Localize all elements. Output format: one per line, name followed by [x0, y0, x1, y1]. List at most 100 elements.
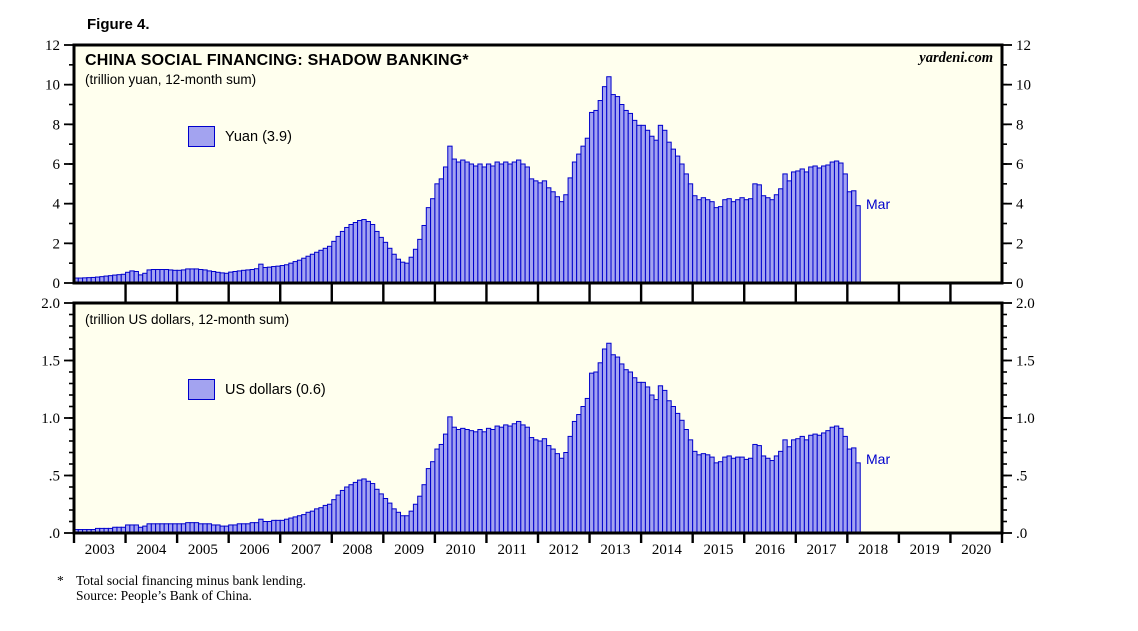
bottom-bar [266, 521, 273, 534]
top-bar [524, 166, 530, 284]
x-axis-year-label: 2006 [239, 542, 270, 558]
bottom-bar [662, 389, 668, 534]
top-bar [803, 171, 810, 284]
bottom-bar [400, 515, 406, 534]
top-bar [812, 165, 818, 284]
bottom-y-axis-label-left: .0 [49, 526, 60, 542]
bottom-bar [344, 486, 350, 534]
top-bar [275, 265, 281, 284]
bottom-bar [339, 489, 346, 534]
top-bar [563, 194, 569, 284]
top-y-axis-label-right: 0 [1016, 276, 1024, 292]
top-bar [632, 119, 638, 284]
bottom-bar [271, 519, 277, 534]
top-bar [666, 141, 672, 284]
top-bar [846, 191, 853, 284]
top-bar [636, 124, 642, 284]
bottom-bar [765, 457, 771, 534]
top-bar [245, 269, 251, 284]
bottom-bar [193, 522, 200, 534]
bottom-bar [464, 429, 470, 534]
top-bar [511, 161, 518, 284]
top-bar [653, 139, 659, 284]
top-bar [507, 163, 513, 284]
top-y-axis-label-left: 12 [45, 38, 60, 54]
top-bar [554, 196, 560, 284]
top-bar [150, 269, 157, 284]
top-bar [400, 261, 406, 284]
bottom-bar [816, 434, 823, 534]
top-bar [331, 240, 337, 284]
bottom-y-axis-label-right: 1.5 [1016, 354, 1035, 370]
top-y-axis-label-left: 8 [53, 117, 61, 133]
bottom-bar [288, 517, 294, 534]
top-bar [619, 104, 625, 284]
bottom-bar [829, 426, 835, 534]
bottom-bar [636, 381, 642, 534]
top-bar [726, 198, 732, 284]
top-bar [627, 112, 634, 284]
top-bar [700, 197, 707, 284]
top-bar [705, 199, 711, 284]
top-bar [326, 245, 333, 284]
yuan-legend-label: Yuan (3.9) [225, 128, 292, 145]
top-bar [442, 166, 449, 284]
bottom-bar [498, 426, 505, 534]
bottom-bar [576, 414, 582, 534]
top-y-axis-label-right: 12 [1016, 38, 1031, 54]
top-bar [550, 191, 556, 284]
bottom-bar [490, 429, 496, 534]
top-bar [778, 188, 784, 284]
top-bar [743, 199, 750, 284]
top-bar [786, 180, 792, 284]
bottom-bar [812, 433, 818, 534]
top-bar [292, 261, 298, 284]
bottom-panel-subtitle: (trillion US dollars, 12-month sum) [85, 312, 290, 327]
top-bar [206, 270, 212, 284]
bottom-bar [301, 514, 307, 534]
top-bar [640, 124, 646, 284]
bottom-bar [679, 419, 685, 534]
top-bar [219, 272, 225, 284]
bottom-bar [730, 457, 737, 534]
top-bar [382, 241, 389, 284]
bottom-bar [279, 519, 286, 534]
top-bar [168, 269, 174, 284]
top-bar [782, 173, 788, 284]
bottom-bar [468, 430, 475, 534]
top-bar [357, 220, 363, 284]
bottom-bar [782, 439, 788, 534]
bottom-bar [692, 450, 698, 534]
top-bar [520, 163, 526, 284]
top-bar [301, 257, 307, 284]
top-y-axis-label-right: 8 [1016, 117, 1024, 133]
bottom-bar [713, 462, 719, 534]
bottom-bar [249, 522, 255, 534]
top-bar [133, 270, 139, 284]
top-bar [279, 265, 286, 284]
bottom-bar [855, 462, 861, 534]
bottom-bar [726, 455, 732, 534]
bottom-bar [619, 363, 625, 534]
bottom-bar [790, 439, 797, 534]
top-bar [687, 183, 694, 284]
bottom-bar [318, 507, 324, 534]
bottom-bar [541, 438, 548, 534]
bottom-y-axis-label-left: 1.0 [41, 411, 60, 427]
top-bar [180, 269, 187, 284]
bottom-bar [778, 450, 784, 534]
bottom-bar [550, 448, 556, 534]
top-bar [262, 267, 268, 284]
top-bar [541, 180, 548, 284]
top-y-axis-label-right: 4 [1016, 197, 1024, 213]
top-bar [447, 145, 453, 284]
top-bar [567, 177, 573, 284]
top-bar [799, 168, 805, 284]
top-bar [288, 262, 294, 284]
top-bar [176, 269, 182, 284]
top-bar [657, 124, 664, 284]
top-bar [795, 170, 801, 284]
bottom-bar [644, 386, 651, 534]
top-bar [215, 271, 221, 284]
